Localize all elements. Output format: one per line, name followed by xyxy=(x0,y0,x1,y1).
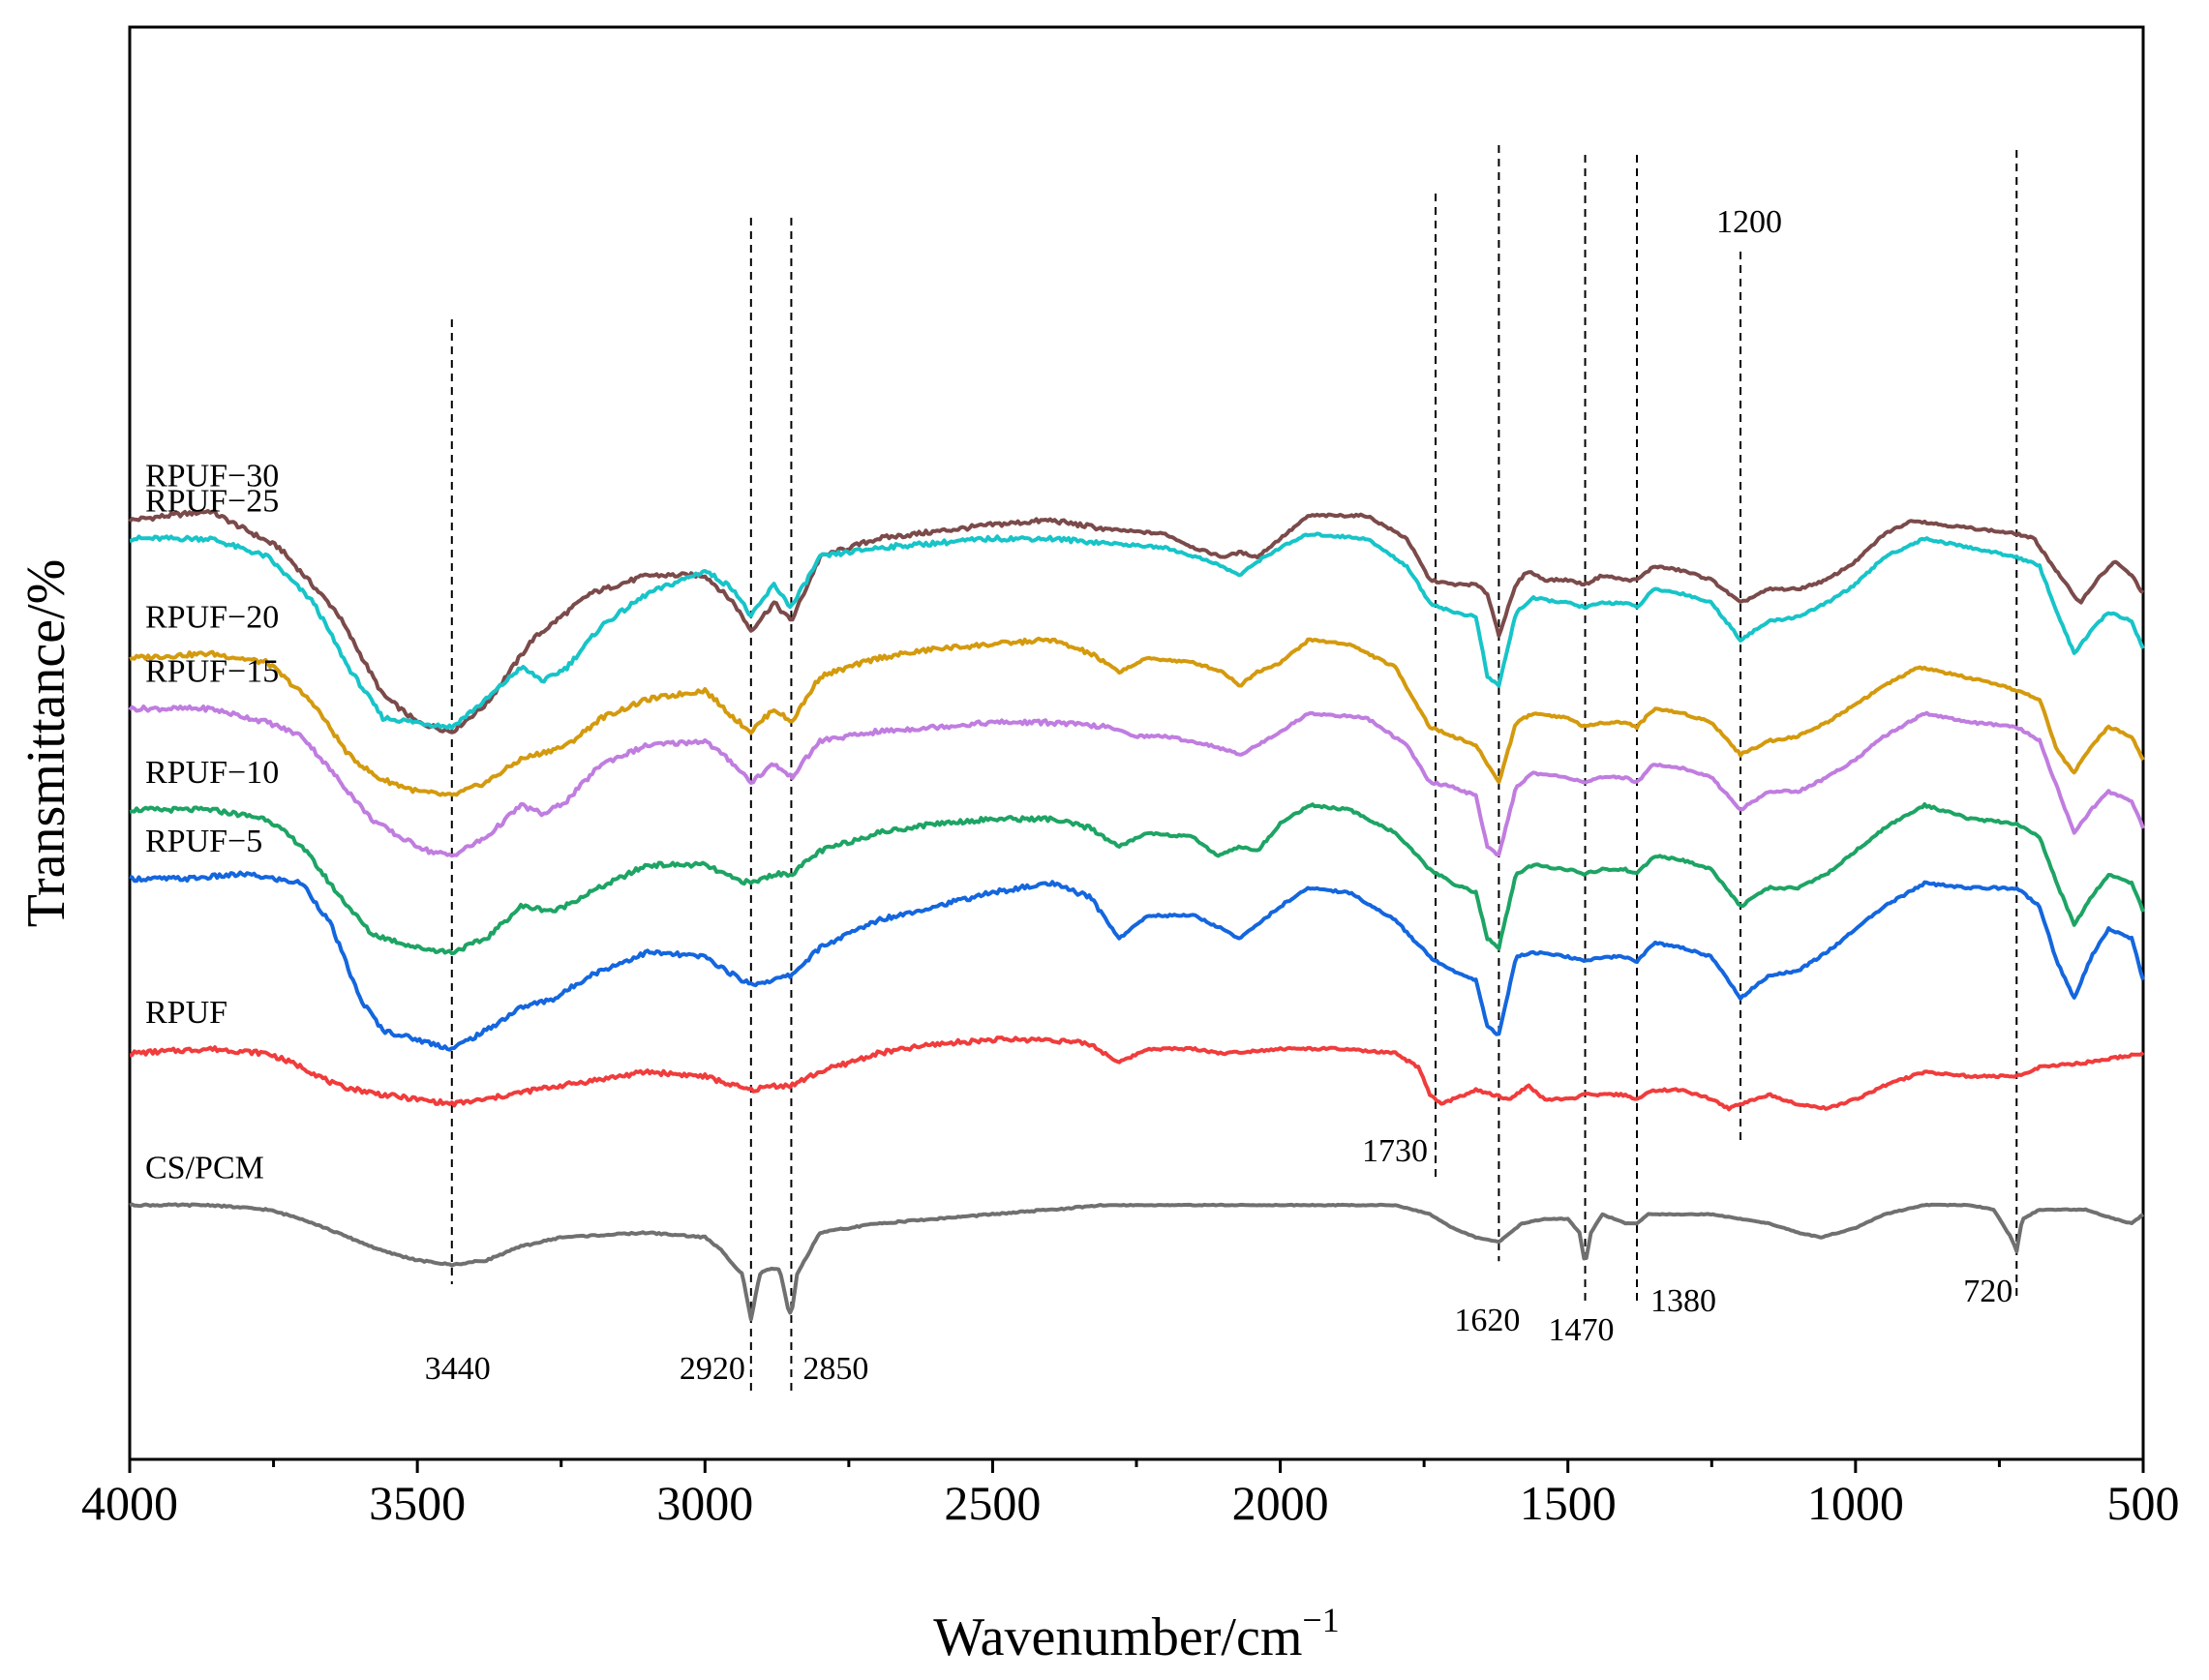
series-label-rpuf-20: RPUF−20 xyxy=(145,600,279,636)
peak-label-720: 720 xyxy=(1963,1274,2012,1309)
series-label-rpuf-15: RPUF−15 xyxy=(145,653,279,689)
series-line-rpuf-20 xyxy=(129,636,2145,797)
x-axis-title: Wavenumber/cm−1 xyxy=(933,1601,1339,1667)
series-label-rpuf: RPUF xyxy=(145,995,227,1031)
x-tick-label-500: 500 xyxy=(2107,1476,2180,1530)
series-label-cs-pcm: CS/PCM xyxy=(145,1150,264,1185)
x-tick-label-2000: 2000 xyxy=(1232,1476,1329,1530)
series-label-rpuf-10: RPUF−10 xyxy=(145,755,279,791)
peak-label-1620: 1620 xyxy=(1454,1303,1520,1338)
series-label-rpuf-5: RPUF−5 xyxy=(145,824,262,859)
series-line-rpuf-25 xyxy=(129,531,2145,731)
x-tick-label-1500: 1500 xyxy=(1520,1476,1617,1530)
series-line-rpuf-5 xyxy=(129,870,2145,1052)
series-group xyxy=(128,508,2145,1322)
x-axis-title-main: Wavenumber/cm xyxy=(933,1607,1302,1667)
y-axis-title: Transmittance/% xyxy=(16,559,76,928)
series-line-rpuf xyxy=(129,1035,2145,1112)
x-tick-label-1000: 1000 xyxy=(1807,1476,1904,1530)
series-line-rpuf-10 xyxy=(129,802,2145,956)
series-line-rpuf-15 xyxy=(128,705,2145,858)
x-tick-label-4000: 4000 xyxy=(81,1476,178,1530)
x-tick-label-3500: 3500 xyxy=(369,1476,466,1530)
peak-label-1200: 1200 xyxy=(1716,204,1782,240)
peak-labels: 3440 2920 2850 1730 1620 1470 1380 1200 720 xyxy=(425,204,2012,1387)
plot-frame xyxy=(128,25,2145,1461)
peak-label-2850: 2850 xyxy=(802,1351,868,1387)
x-axis: 4000 3500 3000 2500 2000 1500 1000 500 xyxy=(81,1459,2180,1530)
series-label-rpuf-30: RPUF−30 xyxy=(145,459,279,495)
peak-label-1470: 1470 xyxy=(1549,1312,1615,1348)
series-line-rpuf-30 xyxy=(128,508,2145,735)
peak-label-3440: 3440 xyxy=(425,1351,491,1387)
x-axis-title-superscript: −1 xyxy=(1302,1601,1339,1639)
series-label-rpuf-25: RPUF−25 xyxy=(145,484,279,520)
peak-label-2920: 2920 xyxy=(680,1351,745,1387)
peak-label-1730: 1730 xyxy=(1362,1133,1428,1169)
series-line-cs-pcm xyxy=(129,1202,2145,1322)
reference-lines xyxy=(450,145,2018,1394)
x-tick-label-3000: 3000 xyxy=(656,1476,753,1530)
peak-label-1380: 1380 xyxy=(1650,1283,1716,1319)
x-tick-label-2500: 2500 xyxy=(944,1476,1041,1530)
